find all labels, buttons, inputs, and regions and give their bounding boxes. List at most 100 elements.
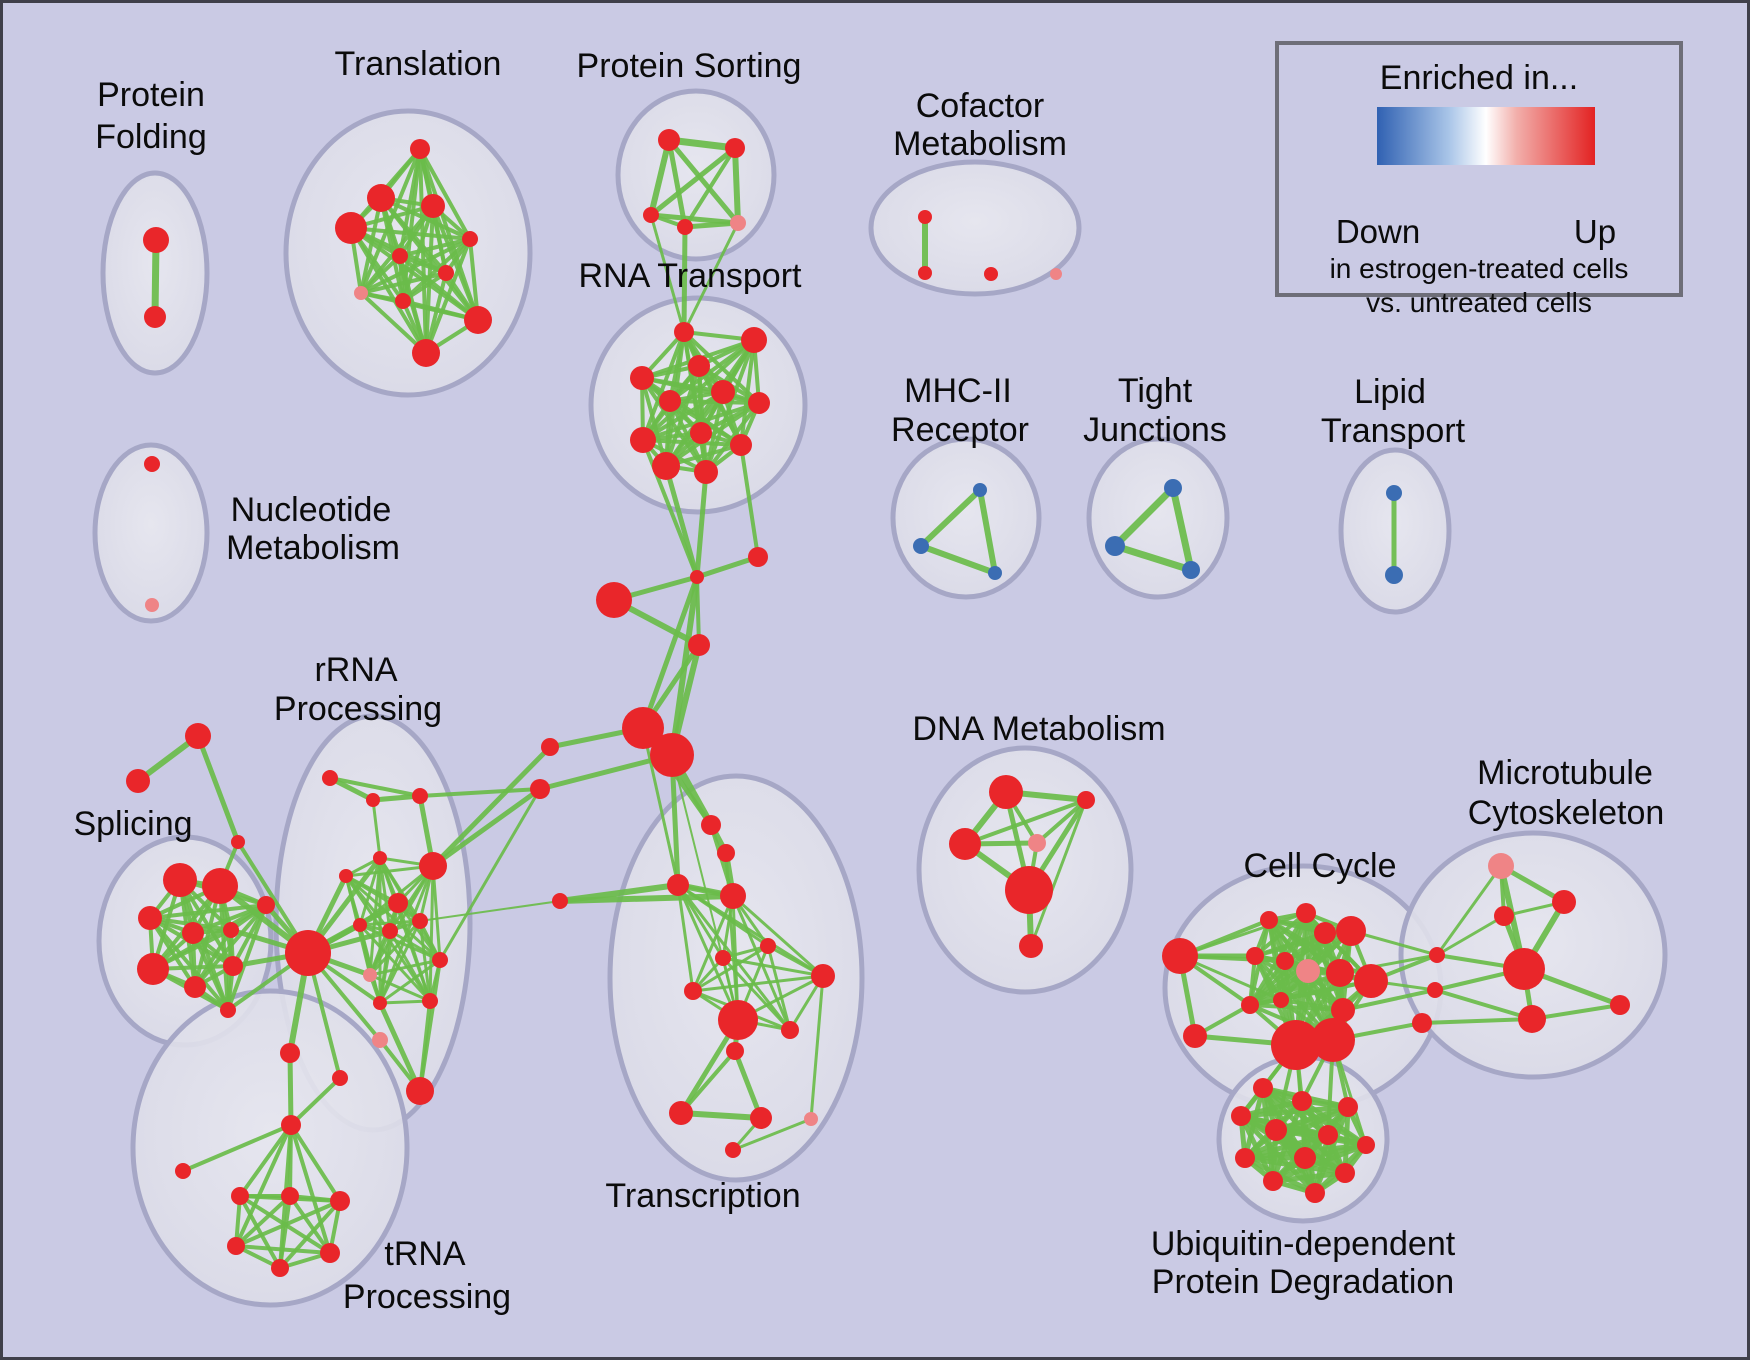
gene-set-node[interactable] xyxy=(730,215,746,231)
gene-set-node[interactable] xyxy=(366,793,380,807)
gene-set-node[interactable] xyxy=(280,1043,300,1063)
gene-set-node[interactable] xyxy=(1273,992,1289,1008)
gene-set-node[interactable] xyxy=(988,566,1002,580)
gene-set-node[interactable] xyxy=(223,956,243,976)
gene-set-node[interactable] xyxy=(684,982,702,1000)
gene-set-node[interactable] xyxy=(227,1237,245,1255)
gene-set-node[interactable] xyxy=(163,863,197,897)
gene-set-node[interactable] xyxy=(1271,1020,1321,1070)
gene-set-node[interactable] xyxy=(1253,1078,1273,1098)
gene-set-node[interactable] xyxy=(1386,485,1402,501)
gene-set-node[interactable] xyxy=(419,852,447,880)
gene-set-node[interactable] xyxy=(530,779,550,799)
gene-set-node[interactable] xyxy=(1164,479,1182,497)
gene-set-node[interactable] xyxy=(1077,791,1095,809)
gene-set-node[interactable] xyxy=(422,993,438,1009)
gene-set-node[interactable] xyxy=(421,194,445,218)
gene-set-node[interactable] xyxy=(622,707,664,749)
gene-set-node[interactable] xyxy=(677,219,693,235)
gene-set-node[interactable] xyxy=(1357,1136,1375,1154)
gene-set-node[interactable] xyxy=(373,996,387,1010)
gene-set-node[interactable] xyxy=(330,1191,350,1211)
gene-set-node[interactable] xyxy=(669,1101,693,1125)
gene-set-node[interactable] xyxy=(725,1142,741,1158)
gene-set-node[interactable] xyxy=(1354,964,1388,998)
gene-set-node[interactable] xyxy=(718,1000,758,1040)
gene-set-node[interactable] xyxy=(1005,866,1053,914)
gene-set-node[interactable] xyxy=(1331,998,1355,1022)
gene-set-node[interactable] xyxy=(410,139,430,159)
gene-set-node[interactable] xyxy=(223,922,239,938)
gene-set-node[interactable] xyxy=(1518,1005,1546,1033)
gene-set-node[interactable] xyxy=(1336,916,1366,946)
gene-set-node[interactable] xyxy=(720,883,746,909)
gene-set-node[interactable] xyxy=(432,952,448,968)
gene-set-node[interactable] xyxy=(373,851,387,865)
gene-set-node[interactable] xyxy=(257,896,275,914)
gene-set-node[interactable] xyxy=(1183,1024,1207,1048)
gene-set-node[interactable] xyxy=(913,538,929,554)
gene-set-node[interactable] xyxy=(1162,938,1198,974)
gene-set-node[interactable] xyxy=(285,930,331,976)
gene-set-node[interactable] xyxy=(688,634,710,656)
gene-set-node[interactable] xyxy=(231,1187,249,1205)
gene-set-node[interactable] xyxy=(1335,1163,1355,1183)
gene-set-node[interactable] xyxy=(701,815,721,835)
gene-set-node[interactable] xyxy=(126,769,150,793)
gene-set-node[interactable] xyxy=(674,322,694,342)
gene-set-node[interactable] xyxy=(750,1107,772,1129)
gene-set-node[interactable] xyxy=(726,1042,744,1060)
gene-set-node[interactable] xyxy=(1246,947,1264,965)
gene-set-node[interactable] xyxy=(412,339,440,367)
gene-set-node[interactable] xyxy=(322,770,338,786)
gene-set-node[interactable] xyxy=(1294,1147,1316,1169)
gene-set-node[interactable] xyxy=(630,366,654,390)
gene-set-node[interactable] xyxy=(1105,536,1125,556)
gene-set-node[interactable] xyxy=(144,456,160,472)
gene-set-node[interactable] xyxy=(392,248,408,264)
gene-set-node[interactable] xyxy=(1610,995,1630,1015)
gene-set-node[interactable] xyxy=(1235,1148,1255,1168)
gene-set-node[interactable] xyxy=(372,1032,388,1048)
gene-set-node[interactable] xyxy=(137,953,169,985)
gene-set-node[interactable] xyxy=(811,964,835,988)
gene-set-node[interactable] xyxy=(353,918,367,932)
gene-set-node[interactable] xyxy=(658,129,680,151)
gene-set-node[interactable] xyxy=(715,950,731,966)
gene-set-node[interactable] xyxy=(643,207,659,223)
gene-set-node[interactable] xyxy=(367,184,395,212)
gene-set-node[interactable] xyxy=(748,392,770,414)
gene-set-node[interactable] xyxy=(1260,911,1278,929)
gene-set-node[interactable] xyxy=(760,938,776,954)
gene-set-node[interactable] xyxy=(354,286,368,300)
gene-set-node[interactable] xyxy=(1296,903,1316,923)
gene-set-node[interactable] xyxy=(388,893,408,913)
gene-set-node[interactable] xyxy=(1265,1119,1287,1141)
gene-set-node[interactable] xyxy=(1050,268,1062,280)
gene-set-node[interactable] xyxy=(185,723,211,749)
gene-set-node[interactable] xyxy=(1296,959,1320,983)
gene-set-node[interactable] xyxy=(144,306,166,328)
gene-set-node[interactable] xyxy=(395,293,411,309)
gene-set-node[interactable] xyxy=(949,828,981,860)
gene-set-node[interactable] xyxy=(725,138,745,158)
gene-set-node[interactable] xyxy=(220,1002,236,1018)
gene-set-node[interactable] xyxy=(145,598,159,612)
gene-set-node[interactable] xyxy=(690,422,712,444)
gene-set-node[interactable] xyxy=(438,265,454,281)
gene-set-node[interactable] xyxy=(335,212,367,244)
gene-set-node[interactable] xyxy=(730,434,752,456)
gene-set-node[interactable] xyxy=(1552,890,1576,914)
gene-set-node[interactable] xyxy=(412,788,428,804)
gene-set-node[interactable] xyxy=(667,874,689,896)
gene-set-node[interactable] xyxy=(1494,906,1514,926)
gene-set-node[interactable] xyxy=(694,460,718,484)
gene-set-node[interactable] xyxy=(184,976,206,998)
gene-set-node[interactable] xyxy=(138,906,162,930)
gene-set-node[interactable] xyxy=(652,452,680,480)
gene-set-node[interactable] xyxy=(717,844,735,862)
gene-set-node[interactable] xyxy=(918,210,932,224)
gene-set-node[interactable] xyxy=(1276,952,1294,970)
gene-set-node[interactable] xyxy=(630,427,656,453)
gene-set-node[interactable] xyxy=(363,968,377,982)
